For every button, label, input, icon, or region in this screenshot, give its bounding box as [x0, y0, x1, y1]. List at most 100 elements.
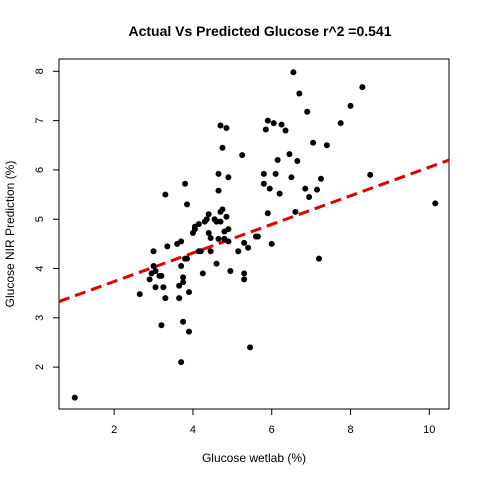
data-point [296, 90, 303, 97]
data-point [207, 234, 214, 241]
data-point [180, 274, 187, 281]
data-point [180, 279, 187, 286]
data-point [205, 211, 212, 218]
data-point [150, 263, 157, 270]
data-point [260, 170, 267, 177]
data-points [71, 69, 439, 401]
data-point [337, 120, 344, 127]
data-point [247, 344, 254, 351]
data-point [178, 238, 185, 245]
data-point [215, 187, 222, 194]
data-point [180, 318, 187, 325]
data-point [314, 186, 321, 193]
data-point [219, 144, 226, 151]
data-point [178, 263, 185, 270]
data-point [290, 69, 297, 76]
data-point [266, 185, 273, 192]
data-point [347, 102, 354, 109]
y-axis-label: Glucose NIR Prediction (%) [3, 161, 17, 308]
data-point [432, 200, 439, 207]
data-point [268, 240, 275, 247]
data-point [304, 108, 311, 115]
data-point [278, 121, 285, 128]
data-point [282, 127, 289, 134]
data-point [197, 248, 204, 255]
data-point [176, 295, 183, 302]
data-point [217, 218, 224, 225]
data-point [310, 139, 317, 146]
data-point [302, 185, 309, 192]
chart-title: Actual Vs Predicted Glucose r^2 =0.541 [128, 23, 391, 39]
data-point [260, 180, 267, 187]
data-point [176, 282, 183, 289]
x-tick-label: 4 [190, 424, 196, 436]
data-point [239, 152, 246, 159]
data-point [270, 120, 277, 127]
data-point [152, 267, 159, 274]
data-point [223, 213, 230, 220]
data-point [241, 270, 248, 277]
data-point [254, 233, 261, 240]
x-tick-label: 2 [111, 424, 117, 436]
data-point [215, 235, 222, 242]
data-point [292, 208, 299, 215]
x-tick-label: 8 [347, 424, 353, 436]
data-point [225, 238, 232, 245]
data-point [359, 84, 366, 91]
data-point [162, 295, 169, 302]
data-point [158, 272, 165, 279]
data-point [186, 328, 192, 335]
x-ticks: 2 4 6 8 10 [111, 409, 435, 436]
data-point [272, 170, 279, 177]
data-point [146, 276, 153, 283]
data-point [262, 126, 269, 133]
data-point [288, 174, 295, 181]
data-point [162, 191, 169, 198]
data-point [294, 158, 301, 165]
data-point [367, 171, 374, 178]
data-point [241, 276, 248, 283]
x-axis-label: Glucose wetlab (%) [202, 451, 306, 465]
y-tick-label: 2 [34, 364, 46, 370]
x-tick-label: 10 [423, 424, 435, 436]
data-point [306, 194, 313, 201]
data-point [164, 243, 171, 250]
data-point [225, 174, 232, 181]
data-point [323, 142, 330, 149]
data-point [152, 284, 159, 291]
data-point [235, 248, 242, 255]
data-point [182, 180, 189, 187]
data-point [160, 284, 167, 291]
data-point [241, 239, 248, 246]
regression-line [58, 158, 450, 303]
data-point [217, 122, 224, 129]
y-tick-label: 8 [34, 68, 46, 74]
data-point [158, 322, 165, 329]
data-point [276, 190, 283, 197]
data-point [136, 291, 143, 298]
data-point [227, 267, 234, 274]
data-point [264, 117, 271, 124]
data-point [184, 255, 191, 262]
data-point [203, 216, 210, 223]
data-point [215, 170, 222, 177]
data-point [205, 230, 212, 237]
data-point [186, 289, 192, 296]
data-point [150, 248, 157, 255]
data-point [195, 221, 202, 228]
y-ticks: 2 3 4 5 6 7 8 [34, 68, 59, 370]
data-point [207, 248, 214, 255]
plot-area-frame [58, 58, 450, 410]
data-point [199, 270, 206, 277]
x-tick-label: 6 [269, 424, 275, 436]
data-point [316, 255, 322, 262]
fit-line-layer [58, 158, 450, 303]
data-point [274, 157, 281, 164]
data-point [286, 151, 293, 158]
data-point [219, 206, 226, 213]
data-point [317, 175, 324, 182]
y-tick-label: 7 [34, 118, 46, 124]
y-tick-label: 4 [34, 265, 46, 271]
data-point [71, 394, 78, 401]
